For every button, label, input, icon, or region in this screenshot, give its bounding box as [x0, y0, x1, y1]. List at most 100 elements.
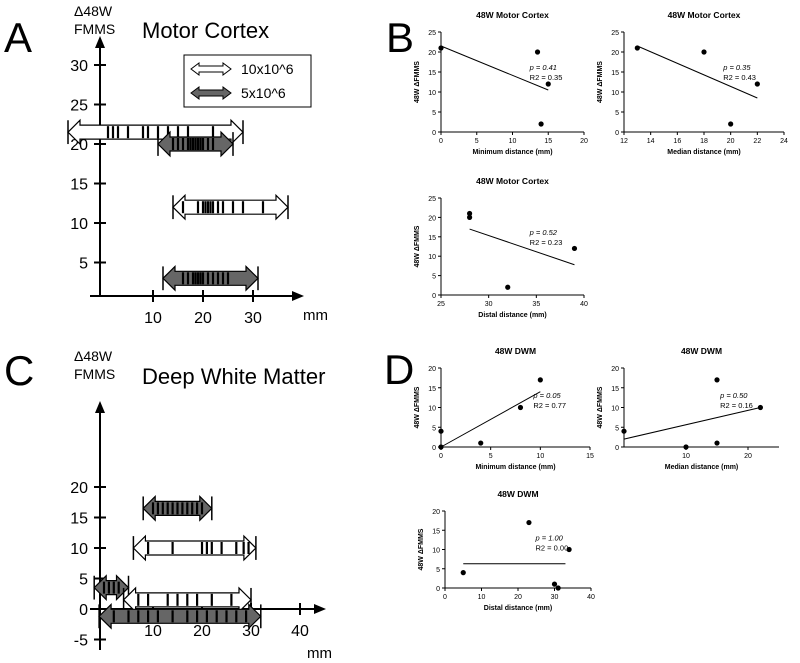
y-tick-label: 10 — [611, 406, 619, 413]
x-axis-label: Minimum distance (mm) — [472, 149, 552, 156]
data-point — [551, 581, 558, 587]
x-tick-label: 40 — [587, 594, 595, 601]
y-tick-label: 10 — [611, 90, 619, 97]
x-tick-label: 25 — [437, 301, 445, 308]
y-tick-label: 15 — [432, 528, 440, 535]
plot-title: 48W DWM — [497, 489, 538, 499]
x-tick-label: 10 — [682, 453, 690, 460]
scatter-plot: 48W Motor Cortex 0 5 10 15 20 25 12 14 16 18 20 22 24… — [597, 10, 788, 156]
x-tick-label: 30 — [551, 594, 559, 601]
data-point — [478, 440, 484, 446]
data-point — [714, 377, 720, 383]
scatter-plot: 48W Motor Cortex 0 5 10 15 20 25 0 5 10 15 20 Minimu… — [414, 10, 588, 156]
panel-letter: D — [384, 346, 414, 393]
p-value: p = 0.50 — [719, 391, 748, 400]
y-tick-label: 0 — [432, 130, 436, 137]
x-tick-label: 22 — [753, 138, 761, 145]
regression-line — [440, 45, 549, 91]
plot-title: 48W DWM — [681, 346, 722, 356]
x-tick-label: 16 — [673, 138, 681, 145]
data-point — [555, 585, 561, 591]
data-point — [438, 444, 444, 450]
data-point — [545, 81, 551, 87]
data-point — [621, 428, 627, 434]
r-squared: R2 = 0.00 — [536, 543, 569, 552]
y-axis-label: 48W ΔFMMS — [597, 386, 604, 428]
x-tick-label: 20 — [580, 138, 588, 145]
x-tick-label: 10 — [144, 310, 162, 327]
data-point — [634, 45, 640, 51]
x-axis-label: Distal distance (mm) — [484, 605, 552, 612]
regression-line — [637, 45, 758, 99]
x-tick-label: 20 — [514, 594, 522, 601]
data-point — [757, 404, 764, 411]
y-tick-label: 15 — [70, 177, 88, 194]
y-tick-label: 10 — [70, 216, 88, 233]
panel-C: C Δ48W FMMS Deep White Matter -5 0 5 10 15 20 10 20… — [4, 347, 332, 662]
y-tick-label: 5 — [615, 110, 619, 117]
data-point — [537, 377, 543, 383]
y-tick-label: 10 — [432, 548, 440, 555]
y-tick-label: 10 — [428, 406, 436, 413]
r-squared: R2 = 0.77 — [533, 401, 566, 410]
interval-arrow — [172, 193, 289, 221]
y-tick-label: 20 — [70, 480, 88, 497]
legend-label: 5x10^6 — [241, 85, 286, 101]
y-tick-label: 20 — [428, 366, 436, 373]
y-axis-label: FMMS — [74, 21, 115, 37]
y-axis-label: 48W ΔFMMS — [597, 61, 604, 103]
y-tick-label: 20 — [432, 509, 440, 516]
p-value: p = 0.35 — [722, 63, 751, 72]
y-axis-label: 48W ΔFMMS — [418, 528, 425, 570]
p-value: p = 0.41 — [529, 63, 557, 72]
x-axis-label: Distal distance (mm) — [478, 312, 546, 319]
y-tick-label: 5 — [436, 567, 440, 574]
x-axis-arrowhead — [314, 604, 326, 614]
data-point — [571, 245, 578, 252]
scatter-plot: 48W DWM 0 5 10 15 20 0 10 20 30 40 Distal distance … — [418, 489, 595, 612]
x-tick-label: 15 — [544, 138, 552, 145]
y-tick-label: 15 — [428, 386, 436, 393]
legend-label: 10x10^6 — [241, 61, 294, 77]
interval-arrow — [132, 534, 257, 562]
x-tick-label: 20 — [194, 310, 212, 327]
y-tick-label: 20 — [428, 215, 436, 222]
x-tick-label: 0 — [443, 594, 447, 601]
y-tick-label: 5 — [432, 110, 436, 117]
x-unit-label: mm — [303, 307, 328, 324]
p-value: p = 0.05 — [532, 391, 561, 400]
data-point — [754, 81, 760, 87]
legend-swatch — [190, 86, 232, 100]
plot-title: 48W Motor Cortex — [476, 10, 549, 20]
x-tick-label: 24 — [780, 138, 788, 145]
x-tick-label: 12 — [620, 138, 628, 145]
x-tick-label: 10 — [478, 594, 486, 601]
r-squared: R2 = 0.23 — [530, 238, 563, 247]
x-tick-label: 10 — [509, 138, 517, 145]
y-tick-label: 20 — [428, 50, 436, 57]
y-tick-label: -5 — [74, 633, 88, 650]
data-point — [505, 284, 511, 290]
y-tick-label: 0 — [615, 130, 619, 137]
data-point — [728, 121, 734, 127]
data-point — [538, 121, 544, 127]
y-tick-label: 0 — [79, 602, 88, 619]
panel-letter: C — [4, 347, 34, 394]
data-point — [526, 519, 532, 526]
data-point — [460, 570, 466, 576]
x-tick-label: 20 — [744, 453, 752, 460]
interval-arrow — [162, 264, 259, 292]
y-tick-label: 20 — [611, 50, 619, 57]
y-tick-label: 15 — [611, 70, 619, 77]
x-tick-label: 15 — [586, 453, 594, 460]
y-axis-label: 48W ΔFMMS — [414, 61, 421, 103]
scatter-plot: 48W DWM 0 5 10 15 20 10 20 Median distance (mm) 4… — [597, 346, 779, 471]
plot-title: 48W DWM — [495, 346, 536, 356]
x-tick-label: 40 — [580, 301, 588, 308]
scatter-plot: 48W DWM 0 5 10 15 20 0 5 10 15 Minimum distance (m… — [414, 346, 594, 471]
y-axis-arrowhead — [95, 401, 105, 413]
regression-line — [623, 407, 761, 440]
x-tick-label: 10 — [144, 623, 162, 640]
data-point — [683, 444, 689, 450]
